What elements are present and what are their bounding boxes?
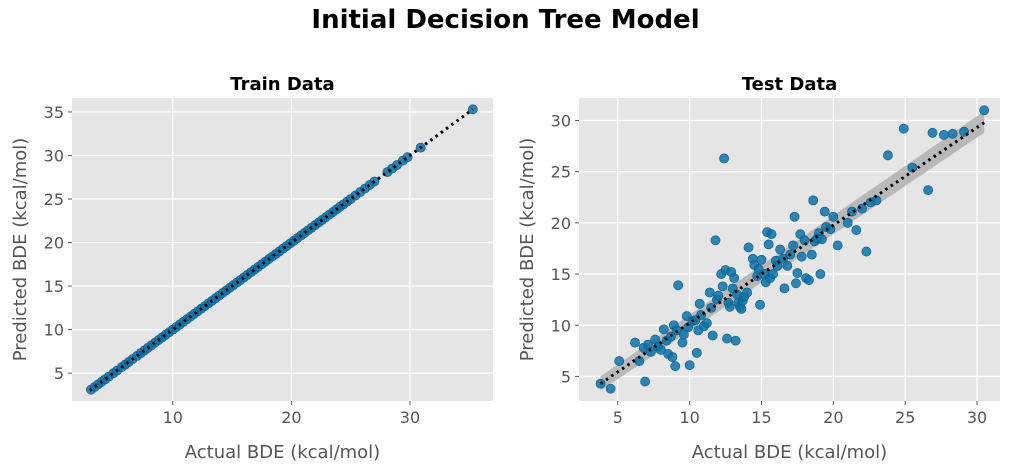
x-axis-label: Actual BDE (kcal/mol)	[185, 442, 380, 463]
x-tick-label: 10	[679, 408, 699, 427]
x-tick-label: 30	[967, 408, 987, 427]
data-point	[704, 287, 715, 298]
x-tick-label: 15	[751, 408, 771, 427]
y-tick-label: 10	[44, 321, 64, 340]
data-point	[677, 337, 688, 348]
data-point	[736, 303, 747, 314]
data-point	[694, 298, 705, 309]
data-point	[722, 333, 732, 344]
data-point	[828, 211, 839, 222]
data-point	[816, 234, 827, 245]
data-point	[467, 104, 478, 115]
data-point	[684, 360, 695, 371]
data-point	[832, 240, 843, 251]
y-tick-label: 20	[551, 214, 571, 233]
data-point	[788, 240, 798, 251]
y-tick-label: 20	[44, 234, 64, 253]
data-point	[678, 329, 689, 340]
x-tick-label: 25	[895, 408, 915, 427]
data-point	[755, 299, 765, 310]
y-tick-label: 5	[54, 364, 64, 383]
y-axis-label: Predicted BDE (kcal/mol)	[10, 138, 31, 362]
data-point	[979, 105, 990, 116]
data-point	[729, 273, 740, 284]
data-point	[701, 318, 712, 329]
data-point	[713, 290, 724, 301]
data-point	[763, 239, 774, 250]
y-tick-label: 30	[551, 112, 571, 131]
y-tick-label: 25	[44, 190, 64, 209]
x-tick-label: 5	[613, 408, 623, 427]
data-point	[670, 361, 681, 372]
data-point	[768, 269, 778, 279]
x-tick-label: 30	[400, 408, 420, 427]
y-tick-label: 5	[561, 367, 571, 386]
data-point	[803, 275, 814, 286]
data-point	[791, 278, 801, 289]
panel-test: 5 10 15 20 25 30 5 10 15 20 25 30 Test Data Actual BD…	[517, 74, 1000, 463]
data-point	[923, 185, 934, 196]
data-point	[789, 211, 800, 222]
data-point	[667, 352, 678, 362]
data-point	[861, 246, 872, 257]
data-point	[742, 287, 753, 298]
data-point	[927, 127, 938, 138]
data-point	[719, 153, 730, 164]
data-point	[614, 356, 625, 366]
data-point	[792, 268, 803, 278]
data-point	[717, 281, 728, 292]
data-point	[724, 301, 735, 312]
figure-title: Initial Decision Tree Model	[311, 5, 700, 35]
data-point	[907, 162, 918, 173]
data-point	[939, 129, 949, 140]
data-point	[756, 254, 767, 265]
data-point	[707, 330, 718, 341]
panel-title: Train Data	[230, 74, 334, 95]
y-tick-label: 10	[551, 316, 571, 335]
x-tick-label: 10	[163, 408, 183, 427]
data-point	[710, 235, 721, 246]
data-point	[806, 249, 817, 260]
data-point	[842, 217, 853, 228]
data-point	[605, 383, 616, 394]
data-point	[883, 150, 893, 161]
data-point	[808, 195, 819, 206]
y-tick-label: 30	[44, 146, 64, 165]
x-tick-label: 20	[823, 408, 843, 427]
x-axis-label: Actual BDE (kcal/mol)	[692, 442, 887, 463]
y-axis-label: Predicted BDE (kcal/mol)	[517, 138, 538, 362]
data-point	[630, 337, 640, 348]
data-point	[799, 235, 810, 246]
data-point	[766, 229, 777, 240]
data-point	[775, 244, 786, 255]
data-point	[851, 225, 862, 235]
data-point	[743, 242, 754, 253]
y-tick-label: 35	[44, 103, 64, 122]
data-point	[673, 280, 684, 291]
panel-train: 10 20 30 5 10 15 20 25 30 35 Train Data Actual BDE …	[10, 74, 493, 463]
data-point	[819, 206, 830, 217]
data-point	[782, 260, 793, 271]
data-point	[658, 324, 669, 335]
y-tick-label: 25	[551, 163, 571, 182]
panel-title: Test Data	[742, 74, 838, 95]
regression-line	[88, 108, 474, 392]
data-point	[640, 376, 650, 387]
y-tick-label: 15	[551, 265, 571, 284]
data-point	[796, 251, 807, 262]
data-point	[730, 335, 741, 346]
data-point	[947, 128, 958, 139]
data-point	[691, 347, 702, 358]
x-tick-label: 20	[281, 408, 301, 427]
y-tick-label: 15	[44, 277, 64, 296]
data-point	[898, 123, 909, 134]
data-point	[815, 269, 826, 279]
data-point	[779, 283, 790, 294]
